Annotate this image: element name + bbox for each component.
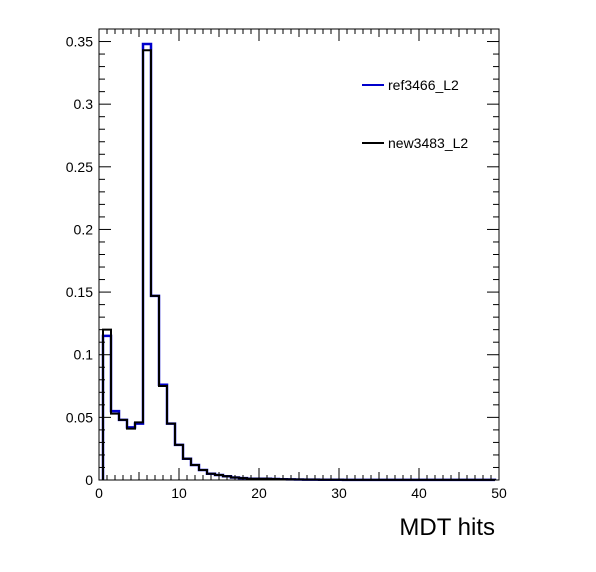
x-tick-label: 20 [251, 485, 267, 501]
legend-label-ref3466: ref3466_L2 [388, 77, 459, 93]
x-tick-label: 50 [491, 485, 507, 501]
y-tick-label: 0.3 [74, 96, 94, 112]
series-line-ref3466_L2 [101, 42, 497, 482]
histogram-series-layer [101, 42, 497, 482]
series-line-new3483_L2 [102, 49, 496, 481]
legend: ref3466_L2 new3483_L2 [362, 77, 468, 151]
y-tick-label: 0.05 [66, 409, 93, 425]
x-axis: 0 10 20 30 40 50 [95, 29, 507, 501]
legend-label-new3483: new3483_L2 [388, 135, 468, 151]
x-tick-label: 40 [411, 485, 427, 501]
x-axis-label: MDT hits [399, 514, 495, 541]
y-tick-label: 0.25 [66, 159, 93, 175]
y-tick-label: 0.35 [66, 34, 93, 50]
plot-frame [98, 28, 500, 481]
x-tick-label: 10 [171, 485, 187, 501]
y-tick-label: 0 [85, 472, 93, 488]
y-tick-label: 0.1 [74, 347, 94, 363]
y-tick-label: 0.15 [66, 284, 93, 300]
x-tick-label: 0 [95, 485, 103, 501]
y-tick-label: 0.2 [74, 221, 94, 237]
y-axis: 0 0.05 0.1 0.15 0.2 0.25 0.3 0.35 [66, 34, 499, 488]
x-tick-label: 30 [331, 485, 347, 501]
